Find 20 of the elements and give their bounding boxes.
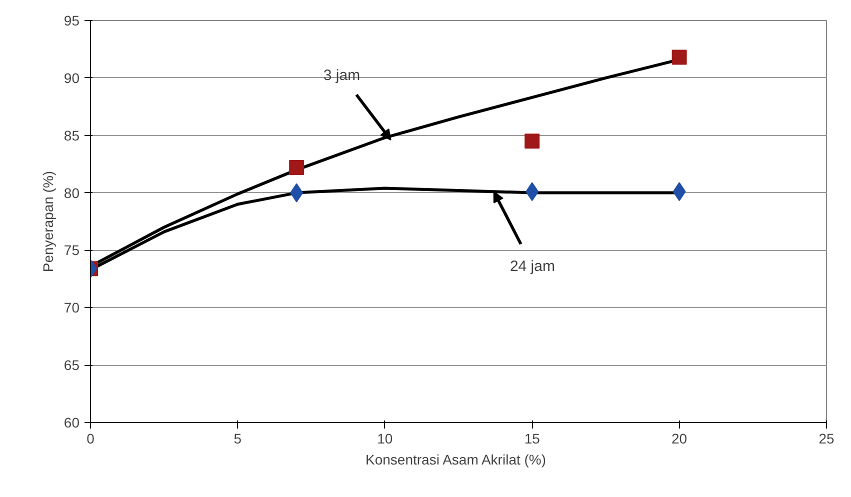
y-tick-label: 75 bbox=[64, 242, 80, 258]
y-axis-title: Penyerapan (%) bbox=[40, 170, 56, 272]
point bbox=[524, 134, 540, 149]
y-tick-label: 90 bbox=[64, 70, 80, 86]
y-tick-label: 80 bbox=[64, 184, 80, 201]
point bbox=[672, 50, 687, 65]
y-tick-label: 85 bbox=[64, 127, 80, 144]
y-tick-label: 70 bbox=[64, 300, 80, 316]
x-tick-label: 10 bbox=[377, 430, 393, 446]
x-tick-label: 5 bbox=[234, 430, 242, 446]
x-tick-label: 15 bbox=[524, 430, 540, 446]
x-tick-label: 25 bbox=[818, 430, 834, 446]
y-tick-label: 95 bbox=[64, 12, 80, 28]
x-axis-title: Konsentrasi Asam Akrilat (%) bbox=[366, 452, 546, 468]
annotation: 3 jam bbox=[323, 66, 360, 84]
x-tick-label: 0 bbox=[86, 430, 95, 446]
y-tick-label: 65 bbox=[64, 357, 80, 374]
y-tick-label: 60 bbox=[64, 414, 80, 430]
annotation: 24 jam bbox=[510, 258, 555, 275]
x-tick-label: 20 bbox=[672, 430, 688, 446]
